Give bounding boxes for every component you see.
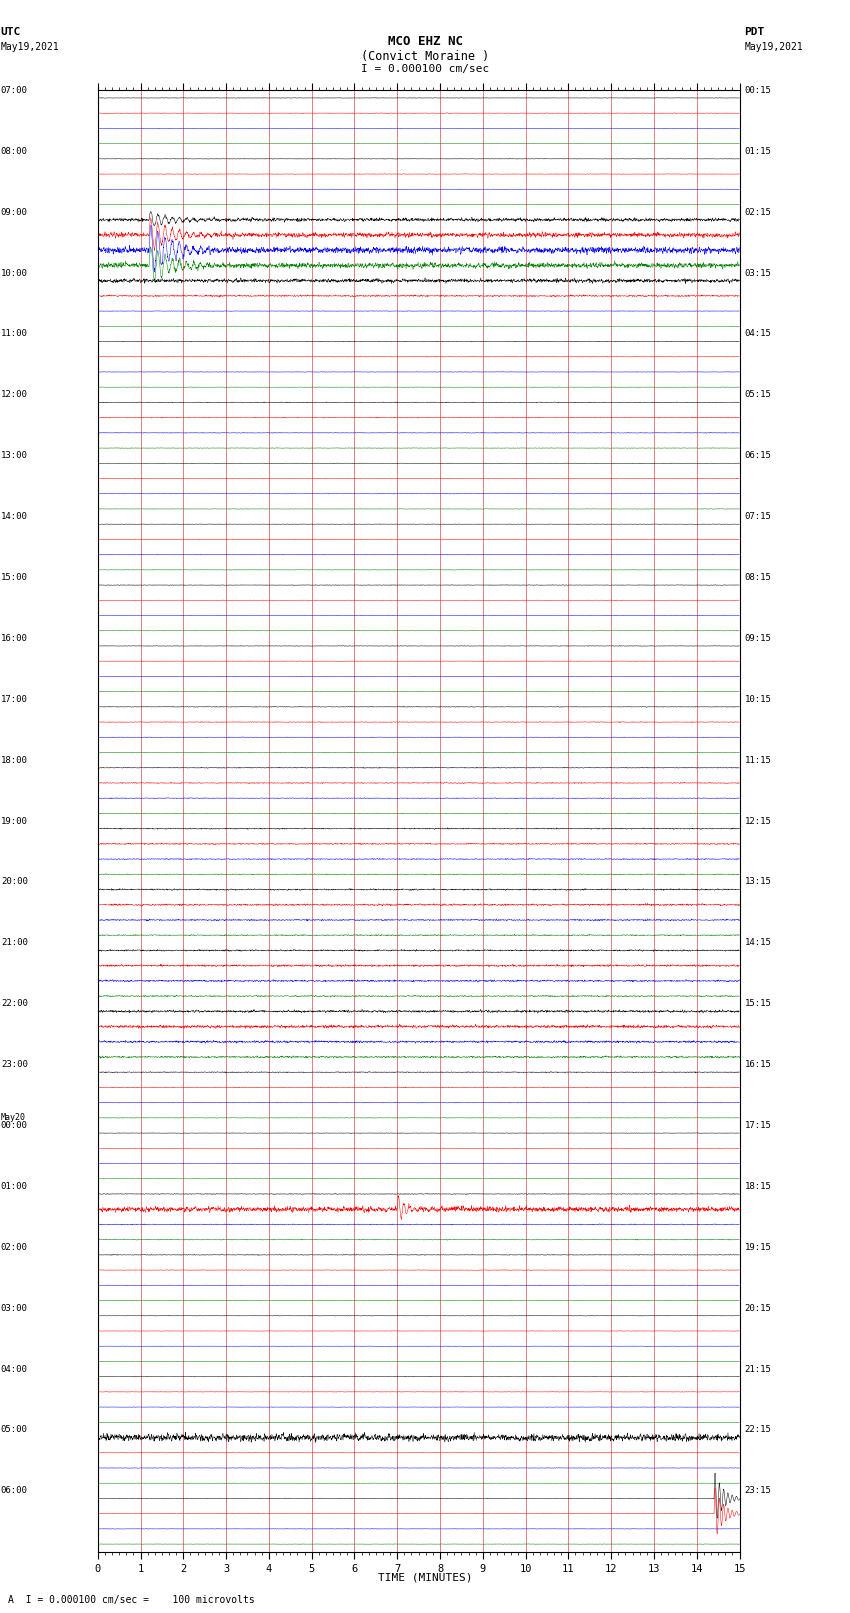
- Text: 01:15: 01:15: [745, 147, 772, 156]
- Text: May19,2021: May19,2021: [1, 42, 60, 52]
- Text: May20: May20: [1, 1113, 26, 1123]
- Text: 17:15: 17:15: [745, 1121, 772, 1131]
- Text: 07:00: 07:00: [1, 85, 28, 95]
- Text: MCO EHZ NC: MCO EHZ NC: [388, 35, 462, 48]
- Text: UTC: UTC: [1, 27, 21, 37]
- Text: 08:00: 08:00: [1, 147, 28, 156]
- Text: 20:15: 20:15: [745, 1303, 772, 1313]
- Text: PDT: PDT: [745, 27, 765, 37]
- Text: 14:00: 14:00: [1, 511, 28, 521]
- Text: 06:15: 06:15: [745, 452, 772, 460]
- Text: 11:00: 11:00: [1, 329, 28, 339]
- Text: 19:15: 19:15: [745, 1242, 772, 1252]
- Text: 03:00: 03:00: [1, 1303, 28, 1313]
- Text: 16:15: 16:15: [745, 1060, 772, 1069]
- Text: (Convict Moraine ): (Convict Moraine ): [361, 50, 489, 63]
- Text: 09:15: 09:15: [745, 634, 772, 644]
- Text: 15:00: 15:00: [1, 573, 28, 582]
- Text: 15:15: 15:15: [745, 998, 772, 1008]
- Text: 00:15: 00:15: [745, 85, 772, 95]
- Text: 00:00: 00:00: [1, 1121, 28, 1131]
- Text: 04:15: 04:15: [745, 329, 772, 339]
- Text: 08:15: 08:15: [745, 573, 772, 582]
- Text: 04:00: 04:00: [1, 1365, 28, 1374]
- Text: 19:00: 19:00: [1, 816, 28, 826]
- Text: 14:15: 14:15: [745, 939, 772, 947]
- Text: 01:00: 01:00: [1, 1182, 28, 1190]
- Text: 05:00: 05:00: [1, 1426, 28, 1434]
- Text: 03:15: 03:15: [745, 268, 772, 277]
- Text: 23:15: 23:15: [745, 1486, 772, 1495]
- Text: 12:00: 12:00: [1, 390, 28, 400]
- Text: 13:15: 13:15: [745, 877, 772, 887]
- Text: 11:15: 11:15: [745, 755, 772, 765]
- Text: 18:15: 18:15: [745, 1182, 772, 1190]
- Text: 21:15: 21:15: [745, 1365, 772, 1374]
- Text: 05:15: 05:15: [745, 390, 772, 400]
- Text: 12:15: 12:15: [745, 816, 772, 826]
- Text: 20:00: 20:00: [1, 877, 28, 887]
- Text: 09:00: 09:00: [1, 208, 28, 216]
- Text: 10:00: 10:00: [1, 268, 28, 277]
- Text: A  I = 0.000100 cm/sec =    100 microvolts: A I = 0.000100 cm/sec = 100 microvolts: [8, 1595, 255, 1605]
- Text: TIME (MINUTES): TIME (MINUTES): [377, 1573, 473, 1582]
- Text: 02:00: 02:00: [1, 1242, 28, 1252]
- Text: 18:00: 18:00: [1, 755, 28, 765]
- Text: 22:15: 22:15: [745, 1426, 772, 1434]
- Text: 13:00: 13:00: [1, 452, 28, 460]
- Text: May19,2021: May19,2021: [745, 42, 803, 52]
- Text: 16:00: 16:00: [1, 634, 28, 644]
- Text: I = 0.000100 cm/sec: I = 0.000100 cm/sec: [361, 65, 489, 74]
- Text: 23:00: 23:00: [1, 1060, 28, 1069]
- Text: 17:00: 17:00: [1, 695, 28, 703]
- Text: 06:00: 06:00: [1, 1486, 28, 1495]
- Text: 22:00: 22:00: [1, 998, 28, 1008]
- Text: 10:15: 10:15: [745, 695, 772, 703]
- Text: 02:15: 02:15: [745, 208, 772, 216]
- Text: 21:00: 21:00: [1, 939, 28, 947]
- Text: 07:15: 07:15: [745, 511, 772, 521]
